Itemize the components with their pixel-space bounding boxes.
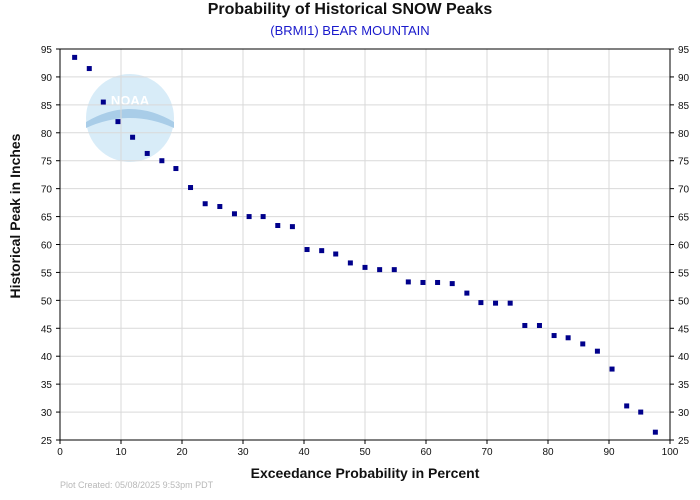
x-tick-label: 40 [298,447,310,458]
x-tick-label: 100 [662,447,679,458]
data-point [202,201,208,207]
chart-title: Probability of Historical SNOW Peaks [207,1,493,18]
x-tick-label: 30 [237,447,249,458]
data-point [638,409,644,415]
y-tick-label-left: 25 [41,436,53,447]
y-tick-label-right: 90 [678,73,690,84]
data-point [115,119,121,125]
y-tick-label-right: 80 [678,129,690,140]
x-tick-label: 90 [603,447,615,458]
data-point [478,300,484,306]
x-tick-label: 60 [420,447,432,458]
y-tick-label-left: 75 [41,157,53,168]
y-tick-label-right: 55 [678,268,690,279]
y-tick-label-right: 65 [678,213,690,224]
x-tick-label: 0 [57,447,63,458]
x-tick-label: 50 [359,447,371,458]
y-tick-label-right: 45 [678,324,690,335]
data-point [100,99,106,105]
data-point [551,333,557,339]
x-tick-label: 20 [176,447,188,458]
y-tick-label-left: 65 [41,213,53,224]
data-point [260,214,266,220]
data-point [594,348,600,354]
x-tick-label: 70 [481,447,493,458]
data-point [464,290,470,296]
logo-band [86,109,174,128]
noaa-logo-watermark: NOAA [86,74,174,162]
data-point [507,300,513,306]
data-point [347,260,353,266]
grid-lines [60,49,670,440]
plot-created-footer: Plot Created: 05/08/2025 9:53pm PDT [60,480,214,490]
data-point [319,248,325,254]
y-tick-label-right: 30 [678,408,690,419]
data-point [173,166,179,172]
x-tick-label: 10 [115,447,127,458]
data-point [420,279,426,285]
y-tick-label-left: 90 [41,73,53,84]
y-tick-label-left: 95 [41,45,53,56]
y-tick-label-right: 50 [678,296,690,307]
x-axis-label: Exceedance Probability in Percent [250,465,480,481]
data-point [217,204,223,210]
data-point [86,66,92,72]
y-tick-label-right: 75 [678,157,690,168]
data-point [449,281,455,287]
y-tick-label-left: 85 [41,101,53,112]
y-tick-label-left: 40 [41,352,53,363]
data-point [289,224,295,230]
x-tick-label: 80 [542,447,554,458]
data-point [522,322,528,328]
y-tick-label-left: 55 [41,268,53,279]
y-tick-label-left: 60 [41,241,53,252]
data-point [130,134,136,140]
data-point [377,267,383,273]
y-tick-label-right: 25 [678,436,690,447]
y-tick-label-left: 50 [41,296,53,307]
data-point [580,341,586,347]
data-point [493,300,499,306]
data-point [565,335,571,341]
y-tick-label-right: 85 [678,101,690,112]
data-point [624,403,630,409]
data-point [536,322,542,328]
y-tick-label-left: 35 [41,380,53,391]
data-point [435,279,441,285]
data-point [144,150,150,156]
data-point [333,251,339,257]
y-tick-label-right: 40 [678,352,690,363]
data-point [362,264,368,270]
data-point [159,158,165,164]
y-tick-label-right: 70 [678,185,690,196]
data-points [72,54,658,435]
data-point [188,185,194,191]
y-tick-label-right: 35 [678,380,690,391]
data-point [72,54,78,60]
y-tick-label-right: 95 [678,45,690,56]
data-point [652,429,658,435]
data-point [304,247,310,253]
data-point [391,267,397,273]
chart-subtitle: (BRMI1) BEAR MOUNTAIN [270,23,430,38]
data-point [275,223,281,229]
y-tick-label-left: 70 [41,185,53,196]
data-point [231,211,237,217]
y-tick-label-left: 80 [41,129,53,140]
y-tick-label-right: 60 [678,241,690,252]
y-tick-label-left: 45 [41,324,53,335]
y-tick-label-left: 30 [41,408,53,419]
logo-text: NOAA [111,93,150,108]
data-point [246,214,252,220]
data-point [405,279,411,285]
data-point [609,366,615,372]
